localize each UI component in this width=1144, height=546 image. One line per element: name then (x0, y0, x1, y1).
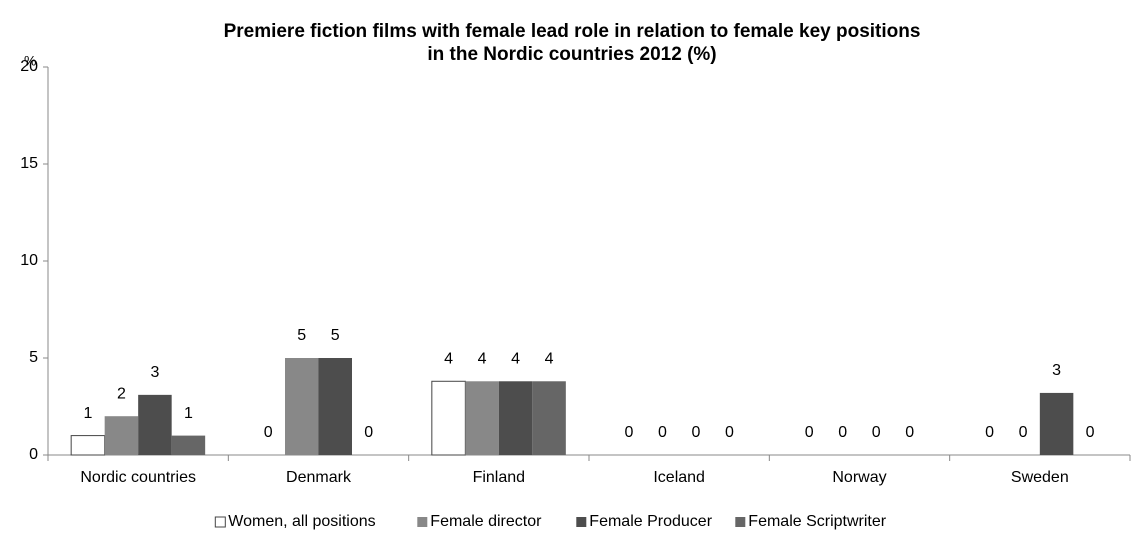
bar (138, 394, 172, 455)
value-label: 0 (264, 424, 273, 441)
x-tick-label: Nordic countries (80, 469, 196, 486)
bar (285, 358, 319, 455)
value-label: 4 (444, 350, 453, 367)
bar (104, 416, 139, 455)
bar (431, 380, 466, 456)
legend-swatch (576, 517, 587, 527)
bar (171, 435, 206, 455)
bar (465, 381, 499, 455)
x-tick-label: Denmark (286, 469, 352, 486)
value-label: 0 (1086, 424, 1095, 441)
legend-label: Female director (430, 513, 542, 530)
x-tick-label: Sweden (1011, 469, 1069, 486)
y-tick-label: 5 (29, 349, 38, 366)
value-label: 1 (83, 405, 92, 422)
value-label: 0 (364, 424, 373, 441)
legend-label: Female Producer (589, 513, 712, 530)
value-label: 1 (184, 405, 193, 422)
value-label: 0 (725, 424, 734, 441)
value-label: 3 (1052, 362, 1061, 379)
bar (1039, 392, 1074, 455)
value-label: 4 (511, 350, 520, 367)
value-label: 0 (985, 424, 994, 441)
value-label: 0 (624, 424, 633, 441)
chart-title: in the Nordic countries 2012 (%) (427, 44, 716, 65)
legend-swatch (735, 517, 746, 527)
value-label: 5 (331, 327, 340, 344)
value-label: 0 (805, 424, 814, 441)
legend-swatch (417, 517, 428, 527)
y-unit: % (24, 53, 36, 69)
bar (318, 358, 352, 455)
value-label: 4 (545, 350, 554, 367)
y-tick-label: 15 (20, 155, 38, 172)
y-tick-label: 10 (20, 252, 38, 269)
value-label: 2 (117, 385, 126, 402)
value-label: 0 (872, 424, 881, 441)
legend-label: Women, all positions (228, 513, 375, 530)
value-label: 3 (150, 364, 159, 381)
value-label: 0 (905, 424, 914, 441)
value-label: 0 (1019, 424, 1028, 441)
value-label: 0 (691, 424, 700, 441)
legend-label: Female Scriptwriter (748, 513, 886, 530)
value-label: 4 (478, 350, 487, 367)
legend-swatch (214, 516, 226, 528)
value-label: 0 (658, 424, 667, 441)
value-label: 5 (297, 327, 306, 344)
chart-title: Premiere fiction films with female lead … (224, 21, 921, 42)
x-tick-label: Iceland (653, 469, 705, 486)
x-tick-label: Finland (473, 469, 525, 486)
y-tick-label: 20 (20, 58, 38, 75)
bar (532, 381, 566, 455)
value-label: 0 (838, 424, 847, 441)
x-tick-label: Norway (832, 469, 886, 486)
y-tick-label: 0 (29, 446, 38, 463)
bar (498, 381, 533, 455)
bar (70, 435, 106, 456)
